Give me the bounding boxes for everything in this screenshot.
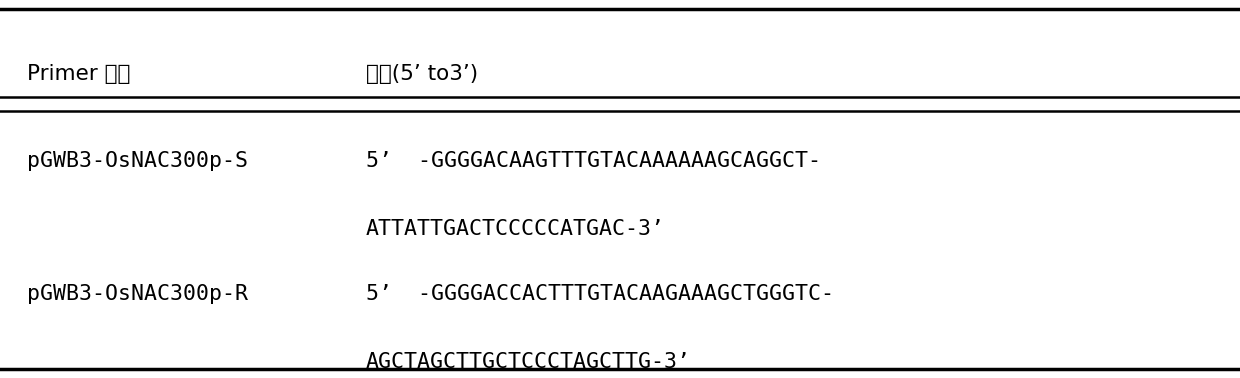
- Text: 5’  -GGGGACCACTTTGTACAAGAAAGCTGGGTC-: 5’ -GGGGACCACTTTGTACAAGAAAGCTGGGTC-: [366, 284, 833, 304]
- Text: AGCTAGCTTGCTCCCTAGCTTG-3’: AGCTAGCTTGCTCCCTAGCTTG-3’: [366, 352, 691, 372]
- Text: 5’  -GGGGACAAGTTTGTACAAAAAAGCAGGCT-: 5’ -GGGGACAAGTTTGTACAAAAAAGCAGGCT-: [366, 151, 821, 171]
- Text: ATTATTGACTCCCCCATGAC-3’: ATTATTGACTCCCCCATGAC-3’: [366, 219, 665, 239]
- Text: pGWB3-OsNAC300p-S: pGWB3-OsNAC300p-S: [27, 151, 248, 171]
- Text: Primer 名称: Primer 名称: [27, 64, 130, 84]
- Text: pGWB3-OsNAC300p-R: pGWB3-OsNAC300p-R: [27, 284, 248, 304]
- Text: 序列(5’ to3’): 序列(5’ to3’): [366, 64, 477, 84]
